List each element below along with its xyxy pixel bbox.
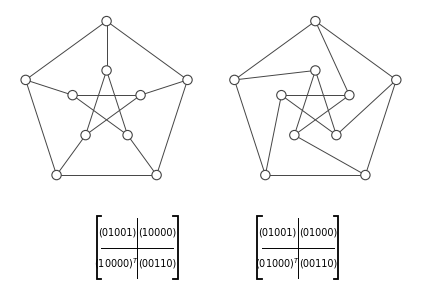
Circle shape	[81, 130, 90, 140]
Circle shape	[310, 66, 319, 75]
Text: (10000): (10000)	[138, 227, 177, 237]
Text: (00110): (00110)	[299, 258, 336, 268]
Text: $(10000)^T$: $(10000)^T$	[94, 256, 139, 271]
Circle shape	[135, 91, 145, 100]
Circle shape	[260, 171, 270, 180]
Circle shape	[52, 171, 61, 180]
Circle shape	[276, 91, 286, 100]
Circle shape	[182, 75, 192, 85]
Text: $(01000)^T$: $(01000)^T$	[254, 256, 299, 271]
Text: (01000): (01000)	[299, 227, 336, 237]
Circle shape	[102, 17, 111, 26]
Circle shape	[360, 171, 369, 180]
Circle shape	[391, 75, 400, 85]
Text: (01001): (01001)	[98, 227, 135, 237]
Circle shape	[289, 130, 298, 140]
Text: (00110): (00110)	[138, 258, 177, 268]
Circle shape	[229, 75, 239, 85]
Circle shape	[68, 91, 77, 100]
Circle shape	[151, 171, 161, 180]
Circle shape	[123, 130, 132, 140]
Circle shape	[102, 66, 111, 75]
Circle shape	[310, 17, 319, 26]
Text: (01001): (01001)	[257, 227, 296, 237]
Circle shape	[344, 91, 353, 100]
Circle shape	[21, 75, 30, 85]
Circle shape	[331, 130, 340, 140]
